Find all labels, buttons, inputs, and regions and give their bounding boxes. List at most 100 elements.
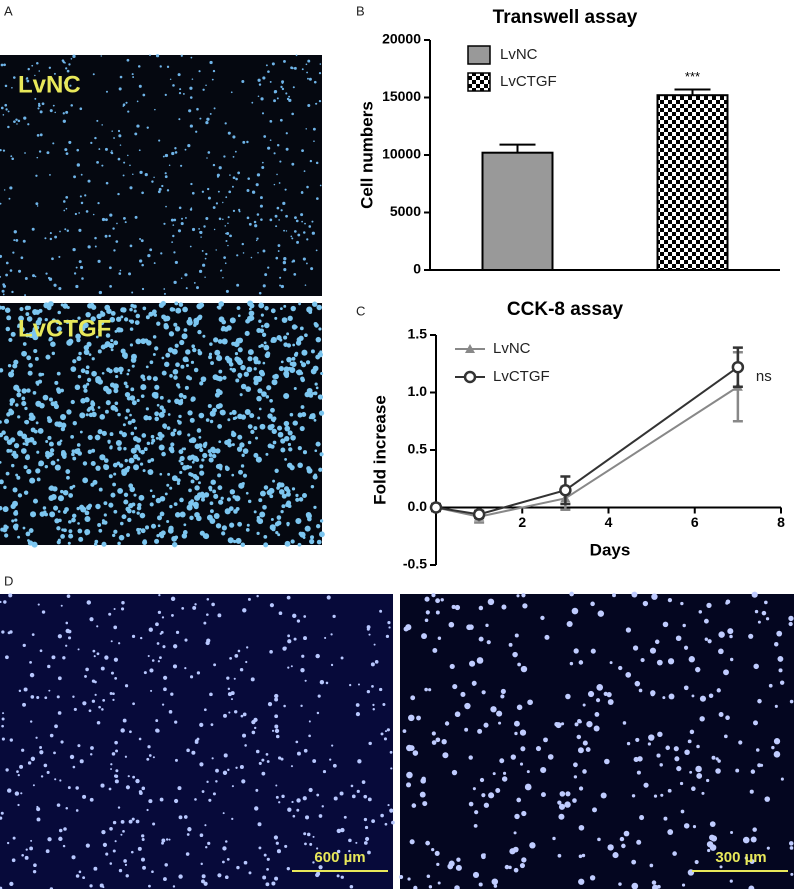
cell xyxy=(66,409,72,415)
cell xyxy=(286,356,292,363)
cell xyxy=(209,692,213,697)
cell xyxy=(261,771,266,776)
cell xyxy=(120,833,123,836)
cell xyxy=(240,414,247,420)
cell xyxy=(211,757,214,760)
cell xyxy=(205,845,208,849)
cell xyxy=(100,55,102,57)
cell xyxy=(113,340,119,346)
cell xyxy=(29,477,36,484)
cell xyxy=(68,493,74,498)
cell xyxy=(97,349,102,354)
cell xyxy=(180,222,184,226)
cell xyxy=(287,666,290,669)
cell xyxy=(621,843,626,849)
cell xyxy=(131,353,137,360)
cell xyxy=(717,759,721,763)
cell xyxy=(258,407,262,411)
cell xyxy=(239,667,244,672)
cell xyxy=(104,655,109,660)
cell xyxy=(492,772,496,776)
cell xyxy=(199,447,204,453)
cell xyxy=(65,110,69,114)
cell xyxy=(139,238,142,241)
cell xyxy=(609,661,613,665)
cell xyxy=(110,640,113,643)
cell xyxy=(318,72,322,75)
cell xyxy=(142,93,146,97)
cell xyxy=(205,418,210,422)
cell xyxy=(582,769,587,774)
cell xyxy=(272,479,276,483)
cell xyxy=(183,815,188,819)
cell xyxy=(649,863,654,868)
cell xyxy=(85,370,90,375)
cell xyxy=(597,610,605,617)
cell xyxy=(229,412,233,415)
cell xyxy=(284,540,291,547)
cell xyxy=(270,517,274,521)
cell xyxy=(237,649,241,653)
cell xyxy=(292,814,296,818)
cell xyxy=(91,357,95,361)
cell xyxy=(127,369,131,372)
cell xyxy=(253,510,257,514)
cell xyxy=(104,341,111,348)
cell xyxy=(90,460,96,467)
cell xyxy=(98,705,101,709)
cell xyxy=(130,447,137,454)
cell xyxy=(155,719,159,723)
cell xyxy=(89,884,93,888)
cell xyxy=(261,161,264,164)
cell xyxy=(577,747,584,754)
cell xyxy=(38,150,42,153)
cell xyxy=(201,249,204,252)
cell xyxy=(34,309,40,315)
cell xyxy=(303,832,307,836)
cell xyxy=(102,886,105,889)
cell xyxy=(757,620,761,624)
cell xyxy=(158,139,161,142)
cell xyxy=(281,81,284,84)
cell xyxy=(698,610,703,614)
cell xyxy=(198,302,205,308)
cell xyxy=(109,382,115,388)
cell xyxy=(114,677,118,680)
cell xyxy=(174,151,178,154)
cell xyxy=(123,499,129,505)
cell xyxy=(283,257,287,261)
cell xyxy=(115,374,119,379)
cell xyxy=(188,109,192,113)
cell xyxy=(172,369,179,375)
cell xyxy=(200,497,205,502)
cell xyxy=(4,533,9,538)
cell xyxy=(578,660,584,665)
cell xyxy=(259,328,265,334)
cell xyxy=(14,510,18,514)
cell xyxy=(69,754,75,760)
cell xyxy=(17,430,24,437)
cell xyxy=(206,514,213,521)
cell xyxy=(451,769,458,776)
cell xyxy=(233,509,238,514)
cell xyxy=(295,517,302,525)
y-tick-label: 0 xyxy=(413,261,421,277)
cell xyxy=(226,857,230,861)
cell xyxy=(258,319,262,323)
cell xyxy=(587,690,595,698)
cell xyxy=(76,148,80,152)
cell xyxy=(171,614,174,617)
cell xyxy=(112,849,116,853)
cell xyxy=(308,77,312,81)
cell xyxy=(558,813,565,820)
cell xyxy=(51,351,56,356)
cell xyxy=(6,448,11,453)
cell xyxy=(77,648,80,651)
cell xyxy=(2,149,6,152)
cell xyxy=(224,225,227,227)
cell xyxy=(738,740,743,745)
cell xyxy=(315,441,321,447)
cell xyxy=(24,855,29,860)
cell xyxy=(28,332,35,338)
cell xyxy=(274,468,279,473)
